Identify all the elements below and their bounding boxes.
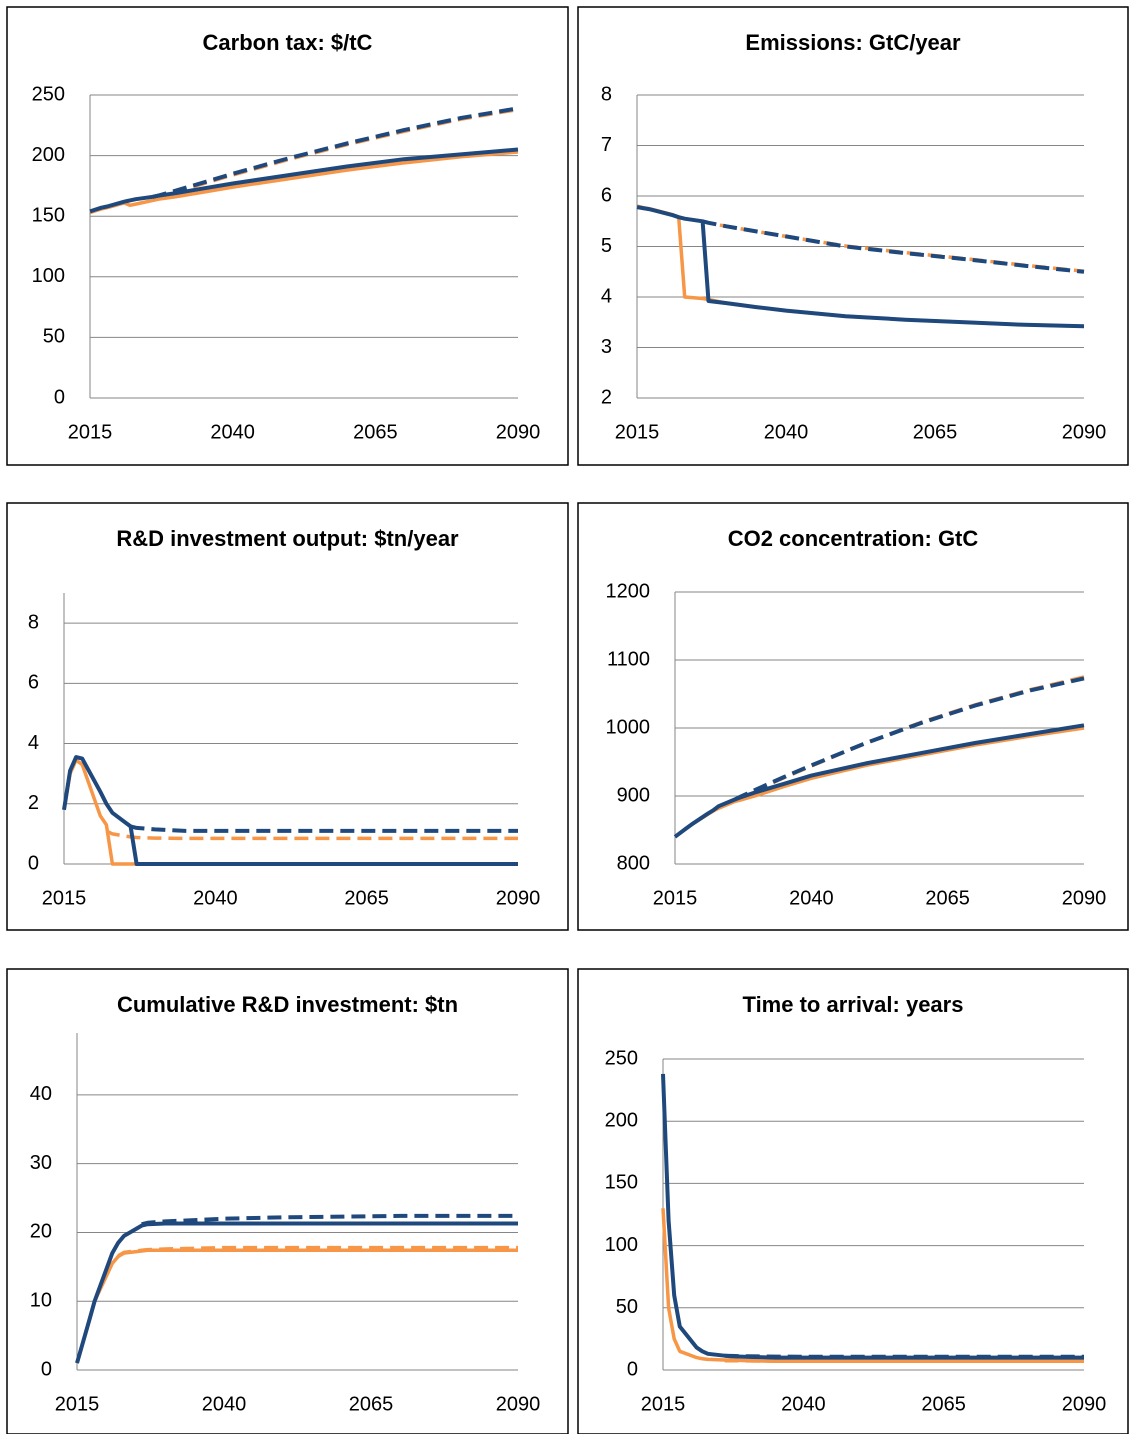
x-tick-label: 2040	[210, 421, 255, 443]
x-tick-label: 2040	[781, 1393, 826, 1415]
x-tick-label: 2090	[496, 421, 541, 443]
y-tick-label: 8	[28, 611, 39, 633]
y-tick-label: 1200	[606, 580, 651, 602]
y-tick-label: 0	[627, 1358, 638, 1380]
y-tick-label: 4	[28, 732, 39, 754]
chart-panel: Emissions: GtC/year 2 3 4 5 6 7 8 2015 2040 2065 20…	[577, 6, 1129, 466]
y-tick-label: 6	[601, 184, 612, 206]
panel-frame	[6, 968, 569, 1435]
y-tick-label: 0	[41, 1358, 52, 1380]
panel-frame	[577, 6, 1129, 466]
y-tick-label: 30	[30, 1152, 52, 1174]
chart-panel: CO2 concentration: GtC 800 900 1000 1100 1200…	[577, 502, 1129, 931]
series-line	[105, 829, 518, 841]
series-line	[734, 676, 1085, 802]
x-tick-label: 2040	[202, 1393, 247, 1415]
x-tick-label: 2015	[68, 421, 113, 443]
y-tick-label: 6	[28, 672, 39, 694]
y-tick-label: 150	[605, 1172, 638, 1194]
y-tick-label: 1000	[606, 716, 651, 738]
y-tick-label: 2	[28, 792, 39, 814]
x-tick-label: 2040	[789, 887, 834, 909]
series-line	[75, 1221, 518, 1364]
series-line	[661, 1073, 1084, 1360]
y-tick-label: 50	[616, 1296, 638, 1318]
y-tick-label: 250	[605, 1047, 638, 1069]
x-tick-label: 2015	[55, 1393, 100, 1415]
series-line	[673, 723, 1085, 839]
chart-title: Cumulative R&D investment: $tn	[117, 992, 458, 1017]
panel-frame	[6, 502, 569, 931]
chart-panel: R&D investment output: $tn/year 0 2 4 6 8 2015…	[6, 502, 569, 931]
y-tick-label: 900	[617, 784, 650, 806]
chart-title: R&D investment output: $tn/year	[116, 526, 459, 551]
x-tick-label: 2090	[1062, 1393, 1107, 1415]
x-tick-label: 2040	[764, 421, 809, 443]
x-tick-label: 2065	[913, 421, 958, 443]
series-line	[117, 1245, 518, 1258]
y-tick-label: 100	[605, 1234, 638, 1256]
y-tick-label: 7	[601, 134, 612, 156]
y-tick-label: 200	[605, 1109, 638, 1131]
y-tick-label: 200	[32, 144, 65, 166]
x-tick-label: 2015	[641, 1393, 686, 1415]
series-line	[141, 1213, 518, 1227]
series-line	[636, 205, 1085, 329]
series-line	[702, 219, 1085, 274]
y-tick-label: 0	[54, 386, 65, 408]
chart-panel: Cumulative R&D investment: $tn 0 10 20 30 40 2…	[6, 968, 569, 1435]
chart-title: CO2 concentration: GtC	[728, 526, 979, 551]
y-tick-label: 20	[30, 1221, 52, 1243]
chart-title: Time to arrival: years	[743, 992, 964, 1017]
x-tick-label: 2065	[344, 887, 389, 909]
y-tick-label: 8	[601, 83, 612, 105]
y-tick-label: 250	[32, 83, 65, 105]
y-tick-label: 1100	[607, 648, 650, 670]
x-tick-label: 2090	[1062, 887, 1107, 909]
panel-frame	[577, 502, 1129, 931]
x-tick-label: 2065	[925, 887, 970, 909]
y-tick-label: 40	[30, 1083, 52, 1105]
y-tick-label: 10	[30, 1290, 52, 1312]
chart-panel: Carbon tax: $/tC 0 50 100 150 200 250 2015 2040 2…	[6, 6, 569, 466]
y-tick-label: 100	[32, 265, 65, 287]
x-tick-label: 2015	[653, 887, 698, 909]
panel-frame	[6, 6, 569, 466]
series-line	[724, 1358, 1084, 1364]
x-tick-label: 2015	[615, 421, 660, 443]
x-tick-label: 2090	[496, 887, 541, 909]
series-line	[89, 147, 519, 214]
x-tick-label: 2065	[349, 1393, 394, 1415]
y-tick-label: 800	[617, 852, 650, 874]
x-tick-label: 2065	[921, 1393, 966, 1415]
x-tick-label: 2090	[496, 1393, 541, 1415]
chart-panel: Time to arrival: years 0 50 100 150 200 250 201…	[577, 968, 1129, 1435]
panel-frame	[577, 968, 1129, 1435]
chart-title: Carbon tax: $/tC	[203, 30, 373, 55]
y-tick-label: 150	[32, 204, 65, 226]
series-line	[62, 755, 518, 866]
y-tick-label: 2	[601, 386, 612, 408]
chart-title: Emissions: GtC/year	[745, 30, 961, 55]
y-tick-label: 5	[601, 235, 612, 257]
x-tick-label: 2015	[42, 887, 87, 909]
x-tick-label: 2065	[353, 421, 398, 443]
x-tick-label: 2090	[1062, 421, 1107, 443]
y-tick-label: 50	[43, 326, 65, 348]
x-tick-label: 2040	[193, 887, 238, 909]
series-line	[130, 824, 518, 833]
y-tick-label: 0	[28, 852, 39, 874]
y-tick-label: 3	[601, 336, 612, 358]
series-line	[152, 106, 519, 199]
y-tick-label: 4	[601, 285, 612, 307]
